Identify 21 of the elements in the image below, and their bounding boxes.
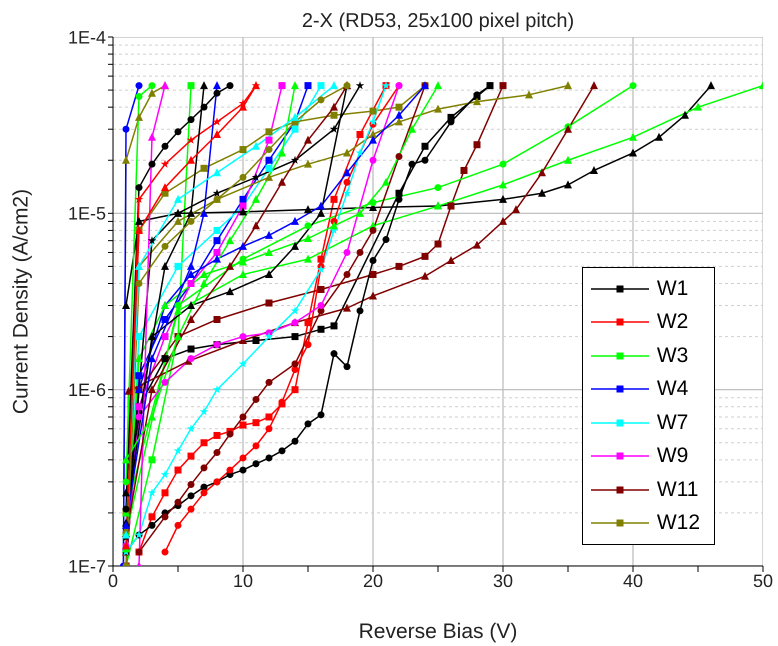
y-tick-label: 1E-4	[68, 27, 106, 48]
y-tick-label: 1E-6	[68, 380, 106, 400]
x-tick-label: 10	[232, 570, 254, 591]
x-tick-label: 20	[362, 570, 384, 591]
y-tick-label: 1E-7	[68, 556, 106, 576]
x-tick-label: 30	[492, 570, 514, 591]
legend-label: W3	[656, 344, 688, 368]
x-tick-label: 0	[108, 570, 118, 591]
legend-label: W4	[656, 377, 688, 402]
x-tick-label: 50	[752, 570, 774, 591]
legend-label: W1	[656, 276, 688, 301]
legend-label: W12	[656, 511, 700, 536]
legend-label: W7	[656, 410, 688, 435]
y-axis-title: Current Density (A/cm2)	[9, 188, 32, 414]
legend-label: W2	[656, 310, 688, 334]
chart-title: 2-X (RD53, 25x100 pixel pitch)	[300, 10, 576, 33]
legend-label: W11	[656, 478, 698, 502]
x-tick-label: 40	[622, 570, 644, 591]
y-tick-label: 1E-5	[68, 204, 106, 224]
legend-label: W9	[656, 444, 688, 468]
x-axis-title: Reverse Bias (V)	[358, 620, 518, 643]
